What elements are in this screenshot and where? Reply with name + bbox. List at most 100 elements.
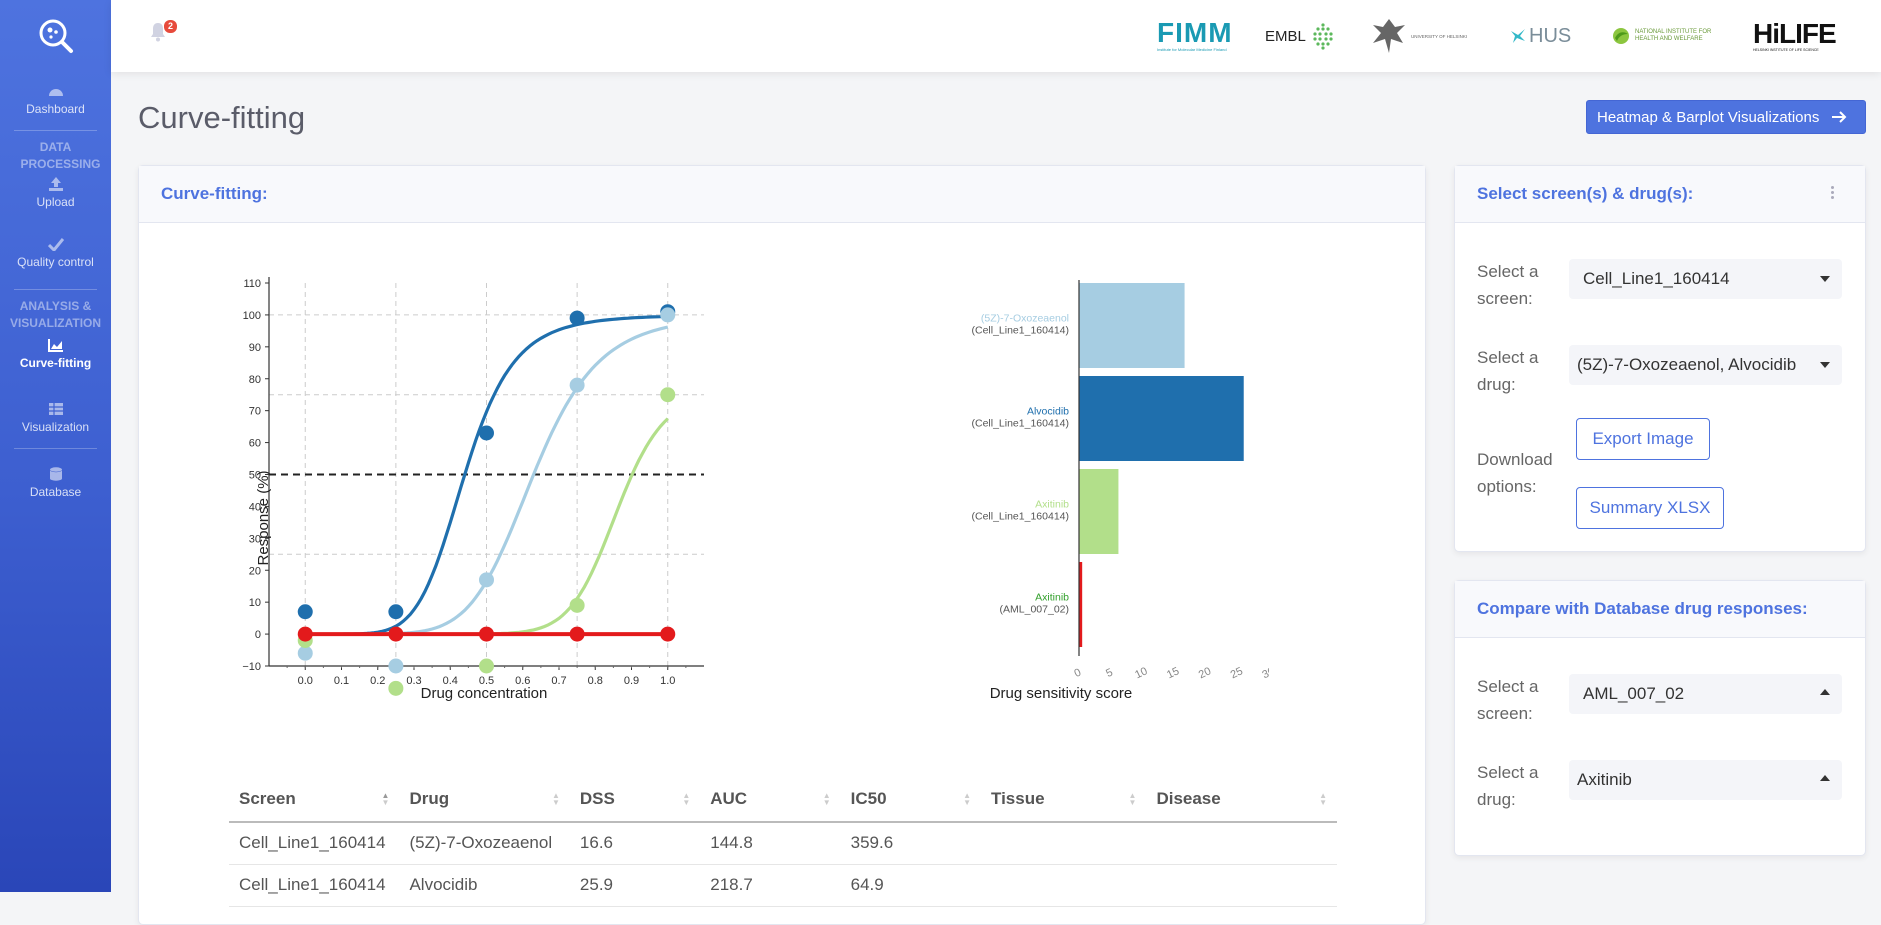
data-point[interactable] — [569, 597, 585, 613]
dose-response-chart[interactable]: −10 0 10 20 30 40 50 60 70 80 90 100 110 0.0 0.1 0.2 0.3… — [179, 246, 799, 706]
select-screen-label: Select a screen: — [1477, 262, 1539, 308]
heatmap-barplot-button[interactable]: Heatmap & Barplot Visualizations — [1586, 100, 1866, 134]
column-header-label: Screen — [239, 788, 296, 808]
x-tick-label: 0.6 — [515, 675, 530, 687]
dss-bar[interactable] — [1079, 283, 1185, 368]
dss-bar-chart[interactable]: (5Z)-7-Oxozeaenol(Cell_Line1_160414)Alvo… — [789, 246, 1269, 706]
compare-screen-value: AML_007_02 — [1583, 684, 1685, 703]
data-point[interactable] — [569, 626, 585, 642]
y-tick-label: 40 — [249, 501, 261, 513]
data-point[interactable] — [297, 626, 313, 642]
column-header-dss[interactable]: DSS ▲ ▼ — [569, 776, 701, 823]
y-axis-label: Response (%) — [255, 470, 272, 565]
sidebar-item-database[interactable]: Database — [0, 449, 111, 507]
bar-labels: (5Z)-7-Oxozeaenol(Cell_Line1_160414)Alvo… — [972, 313, 1070, 616]
table-icon — [48, 403, 63, 415]
y-tick-label: 70 — [249, 406, 261, 418]
x-tick-label: 0.8 — [588, 675, 603, 687]
export-image-button[interactable]: Export Image — [1576, 418, 1710, 460]
table-row[interactable]: Cell_Line1_160414 (5Z)-7-Oxozeaenol 16.6 14… — [229, 822, 1337, 865]
sort-icon: ▲ ▼ — [1319, 791, 1327, 807]
x-tick-label: 0.7 — [551, 675, 566, 687]
select-screen-value: Cell_Line1_160414 — [1583, 269, 1730, 288]
data-point[interactable] — [388, 658, 404, 674]
column-header-screen[interactable]: Screen ▲ ▼ — [229, 776, 400, 823]
embl-dots-icon — [1313, 23, 1333, 50]
compare-drug-dropdown[interactable]: Axitinib — [1569, 760, 1842, 800]
download-options-label: Download options: — [1477, 450, 1553, 496]
data-point[interactable] — [569, 377, 585, 393]
column-header-label: Tissue — [991, 788, 1045, 808]
table-cell — [981, 822, 1147, 865]
sidebar-item-quality-control[interactable]: Quality control — [0, 231, 111, 289]
table-cell: Cell_Line1_160414 — [229, 822, 400, 865]
data-point[interactable] — [388, 680, 404, 696]
summary-xlsx-button[interactable]: Summary XLSX — [1576, 487, 1724, 529]
select-screens-card-header: Select screen(s) & drug(s): — [1455, 166, 1865, 223]
bars — [1079, 283, 1244, 647]
sidebar-item-dashboard[interactable]: Dashboard — [0, 72, 111, 130]
database-icon — [49, 467, 62, 481]
app-logo[interactable] — [0, 0, 111, 72]
x-axis-label: Drug sensitivity score — [990, 685, 1133, 702]
data-point[interactable] — [479, 658, 494, 674]
data-point[interactable] — [660, 307, 676, 323]
column-header-disease[interactable]: Disease ▲ ▼ — [1146, 776, 1337, 823]
data-point[interactable] — [297, 645, 313, 661]
y-tick-label: 50 — [249, 470, 261, 482]
chevron-up-icon — [1820, 689, 1830, 695]
dss-bar[interactable] — [1079, 562, 1083, 647]
compare-screen-dropdown[interactable]: AML_007_02 — [1569, 674, 1842, 714]
sidebar: Dashboard DATA PROCESSING Upload Quality… — [0, 0, 111, 892]
sidebar-heading-data-processing: DATA PROCESSING — [20, 140, 101, 171]
sidebar-item-label: Curve-fitting — [19, 356, 92, 370]
data-point[interactable] — [660, 626, 676, 642]
x-tick-label: 5 — [1104, 667, 1115, 680]
download-options-row: Download options: — [1477, 446, 1569, 500]
y-tick-label: 60 — [249, 438, 261, 450]
chevron-down-icon — [1820, 362, 1830, 368]
y-tick-label: 100 — [243, 310, 261, 322]
table-cell: 359.6 — [840, 822, 981, 865]
y-tick-label: 30 — [249, 533, 261, 545]
table-cell: 16.6 — [569, 822, 701, 865]
column-header-auc[interactable]: AUC ▲ ▼ — [700, 776, 841, 823]
data-point[interactable] — [388, 626, 404, 642]
dss-bar[interactable] — [1079, 469, 1119, 554]
bar-axes: 05101520253035404550 — [1072, 280, 1269, 681]
select-screen-dropdown[interactable]: Cell_Line1_160414 — [1569, 259, 1842, 299]
column-header-ic50[interactable]: IC50 ▲ ▼ — [840, 776, 981, 823]
table-cell: 144.8 — [700, 822, 841, 865]
data-point[interactable] — [660, 387, 676, 403]
data-point[interactable] — [569, 310, 585, 326]
university-of-helsinki-logo: UNIVERSITY OF HELSINKI — [1371, 14, 1471, 58]
data-point[interactable] — [479, 626, 494, 642]
check-icon — [47, 238, 64, 251]
embl-logo: EMBL — [1265, 14, 1337, 58]
table-cell — [1146, 864, 1337, 907]
sidebar-item-visualization[interactable]: Visualization — [0, 390, 111, 448]
more-options-icon[interactable] — [1831, 186, 1835, 202]
select-drug-dropdown[interactable]: (5Z)-7-Oxozeaenol, Alvocidib — [1569, 345, 1842, 385]
hus-logo: HUS — [1509, 14, 1571, 58]
sidebar-item-curve-fitting[interactable]: Curve-fitting — [0, 332, 111, 390]
notifications-button[interactable]: 2 — [149, 20, 178, 42]
column-header-tissue[interactable]: Tissue ▲ ▼ — [981, 776, 1147, 823]
sidebar-item-upload[interactable]: Upload — [0, 173, 111, 231]
column-header-drug[interactable]: Drug ▲ ▼ — [399, 776, 570, 823]
table-row[interactable]: Cell_Line1_160414 Alvocidib 25.9 218.7 64.9 — [229, 864, 1337, 907]
data-point[interactable] — [479, 425, 494, 441]
x-tick-label: 1.0 — [660, 675, 675, 687]
sidebar-divider — [14, 289, 97, 290]
dss-bar[interactable] — [1079, 376, 1244, 461]
data-point[interactable] — [479, 572, 494, 588]
data-point[interactable] — [388, 604, 404, 620]
fimm-logo: FIMM Institute for Molecular Medicine Fi… — [1157, 17, 1233, 53]
data-point[interactable] — [297, 604, 313, 620]
compare-drug-value: Axitinib — [1577, 770, 1632, 789]
sidebar-item-label: Database — [29, 485, 82, 499]
chart-grid — [269, 283, 704, 666]
x-tick-label: 10 — [1133, 665, 1149, 681]
column-header-label: IC50 — [850, 788, 887, 808]
column-header-label: DSS — [579, 788, 615, 808]
